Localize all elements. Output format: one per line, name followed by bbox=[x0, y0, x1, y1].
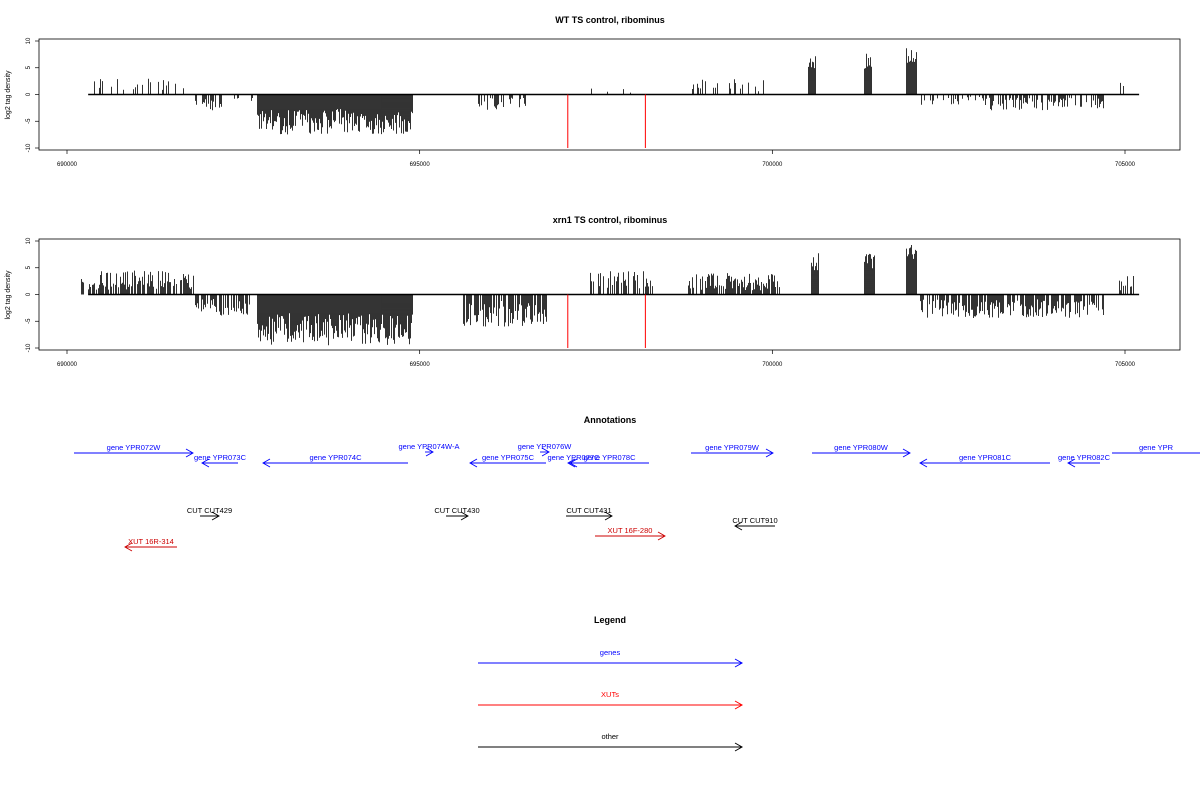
x-tick-label: 695000 bbox=[410, 362, 431, 368]
arrow-head bbox=[1067, 458, 1076, 468]
wt-panel-title: WT TS control, ribominus bbox=[555, 15, 665, 25]
wt-x-ticks: 690000 695000 700000 705000 bbox=[57, 150, 1136, 168]
xrn1-density-bars bbox=[81, 245, 1134, 346]
annotation-label: gene YPR081C bbox=[959, 453, 1012, 462]
arrow-head bbox=[657, 531, 666, 541]
legend-arrow-head bbox=[734, 658, 744, 668]
xrn1-x-ticks: 690000 695000 700000 705000 bbox=[57, 350, 1136, 368]
annotation-label: gene YPR076W bbox=[518, 442, 573, 451]
x-tick-label: 705000 bbox=[1115, 162, 1136, 168]
xrn1-red-marks bbox=[567, 294, 646, 348]
x-tick-label: 690000 bbox=[57, 162, 78, 168]
x-tick-label: 705000 bbox=[1115, 362, 1136, 368]
annotation-label: gene YPR074W-A bbox=[398, 442, 459, 451]
wt-density-bars bbox=[94, 48, 1124, 135]
density-bar-path bbox=[81, 245, 1134, 346]
annotation-label: gene YPR072W bbox=[107, 443, 162, 452]
xrn1-panel-title: xrn1 TS control, ribominus bbox=[553, 215, 668, 225]
y-tick-label: 10 bbox=[26, 37, 32, 44]
arrow-head bbox=[262, 458, 271, 468]
annotation-label: CUT CUT430 bbox=[434, 506, 479, 515]
x-tick-label: 695000 bbox=[410, 162, 431, 168]
arrow-head bbox=[765, 448, 774, 458]
y-tick-label: -5 bbox=[26, 118, 32, 124]
annotation-label: CUT CUT910 bbox=[732, 516, 777, 525]
arrow-head bbox=[919, 458, 928, 468]
annotation-label: XUT 16R-314 bbox=[128, 537, 174, 546]
annotation-label: gene YPR079W bbox=[705, 443, 760, 452]
xrn1-track-panel: xrn1 TS control, ribominus log2 tag dens… bbox=[5, 215, 1181, 368]
y-tick-label: 0 bbox=[26, 292, 32, 296]
density-bar-path bbox=[94, 48, 1124, 135]
xrn1-y-ticks: 10 5 0 -5 -10 bbox=[26, 237, 39, 352]
annotations-title: Annotations bbox=[584, 415, 637, 425]
annotation-arrows: gene YPR072W gene YPR073C gene YPR074C gene… bbox=[74, 442, 1200, 552]
annotation-label: XUT 16F-280 bbox=[608, 526, 653, 535]
annotation-label: gene YPR077C bbox=[548, 453, 601, 462]
y-tick-label: -5 bbox=[26, 318, 32, 324]
annotation-label: gene YPR082C bbox=[1058, 453, 1111, 462]
y-tick-label: 0 bbox=[26, 92, 32, 96]
arrow-head bbox=[469, 458, 478, 468]
annotation-label: CUT CUT431 bbox=[566, 506, 611, 515]
legend-arrow-head bbox=[734, 742, 744, 752]
x-tick-label: 700000 bbox=[762, 162, 783, 168]
arrow-head bbox=[425, 447, 434, 457]
arrow-head bbox=[124, 542, 133, 552]
wt-y-ticks: 10 5 0 -5 -10 bbox=[26, 37, 39, 152]
legend-section: Legend genes XUTs other bbox=[478, 615, 744, 752]
arrow-head bbox=[902, 448, 911, 458]
arrow-head bbox=[211, 511, 220, 521]
legend-label: XUTs bbox=[601, 690, 619, 699]
y-tick-label: 10 bbox=[26, 237, 32, 244]
arrow-head bbox=[460, 511, 469, 521]
x-tick-label: 700000 bbox=[762, 362, 783, 368]
y-tick-label: 5 bbox=[26, 265, 32, 269]
legend-title: Legend bbox=[594, 615, 626, 625]
arrow-head bbox=[185, 448, 194, 458]
arrow-head bbox=[604, 511, 613, 521]
arrow-head bbox=[541, 447, 550, 457]
wt-y-axis-label: log2 tag density bbox=[5, 70, 12, 120]
annotation-label: gene YPR073C bbox=[194, 453, 247, 462]
y-tick-label: -10 bbox=[26, 143, 32, 152]
annotation-label: gene YPR080W bbox=[834, 443, 889, 452]
annotation-label: gene YPR075C bbox=[482, 453, 535, 462]
xrn1-y-axis-label: log2 tag density bbox=[5, 270, 12, 320]
x-tick-label: 690000 bbox=[57, 362, 78, 368]
annotation-label: gene YPR078C bbox=[584, 453, 637, 462]
arrow-head bbox=[567, 458, 576, 468]
arrow-head bbox=[734, 521, 743, 531]
annotation-label: gene YPR bbox=[1139, 443, 1174, 452]
legend-label: genes bbox=[600, 648, 621, 657]
annotation-label: gene YPR074C bbox=[310, 453, 363, 462]
annotation-label: CUT CUT429 bbox=[187, 506, 232, 515]
arrow-head bbox=[201, 458, 210, 468]
wt-red-marks bbox=[567, 94, 646, 148]
y-tick-label: -10 bbox=[26, 343, 32, 352]
legend-items: genes XUTs other bbox=[478, 648, 744, 752]
legend-arrow-head bbox=[734, 700, 744, 710]
wt-track-panel: WT TS control, ribominus log2 tag densit… bbox=[5, 15, 1181, 168]
arrow-head bbox=[569, 458, 578, 468]
y-tick-label: 5 bbox=[26, 65, 32, 69]
legend-label: other bbox=[601, 732, 619, 741]
